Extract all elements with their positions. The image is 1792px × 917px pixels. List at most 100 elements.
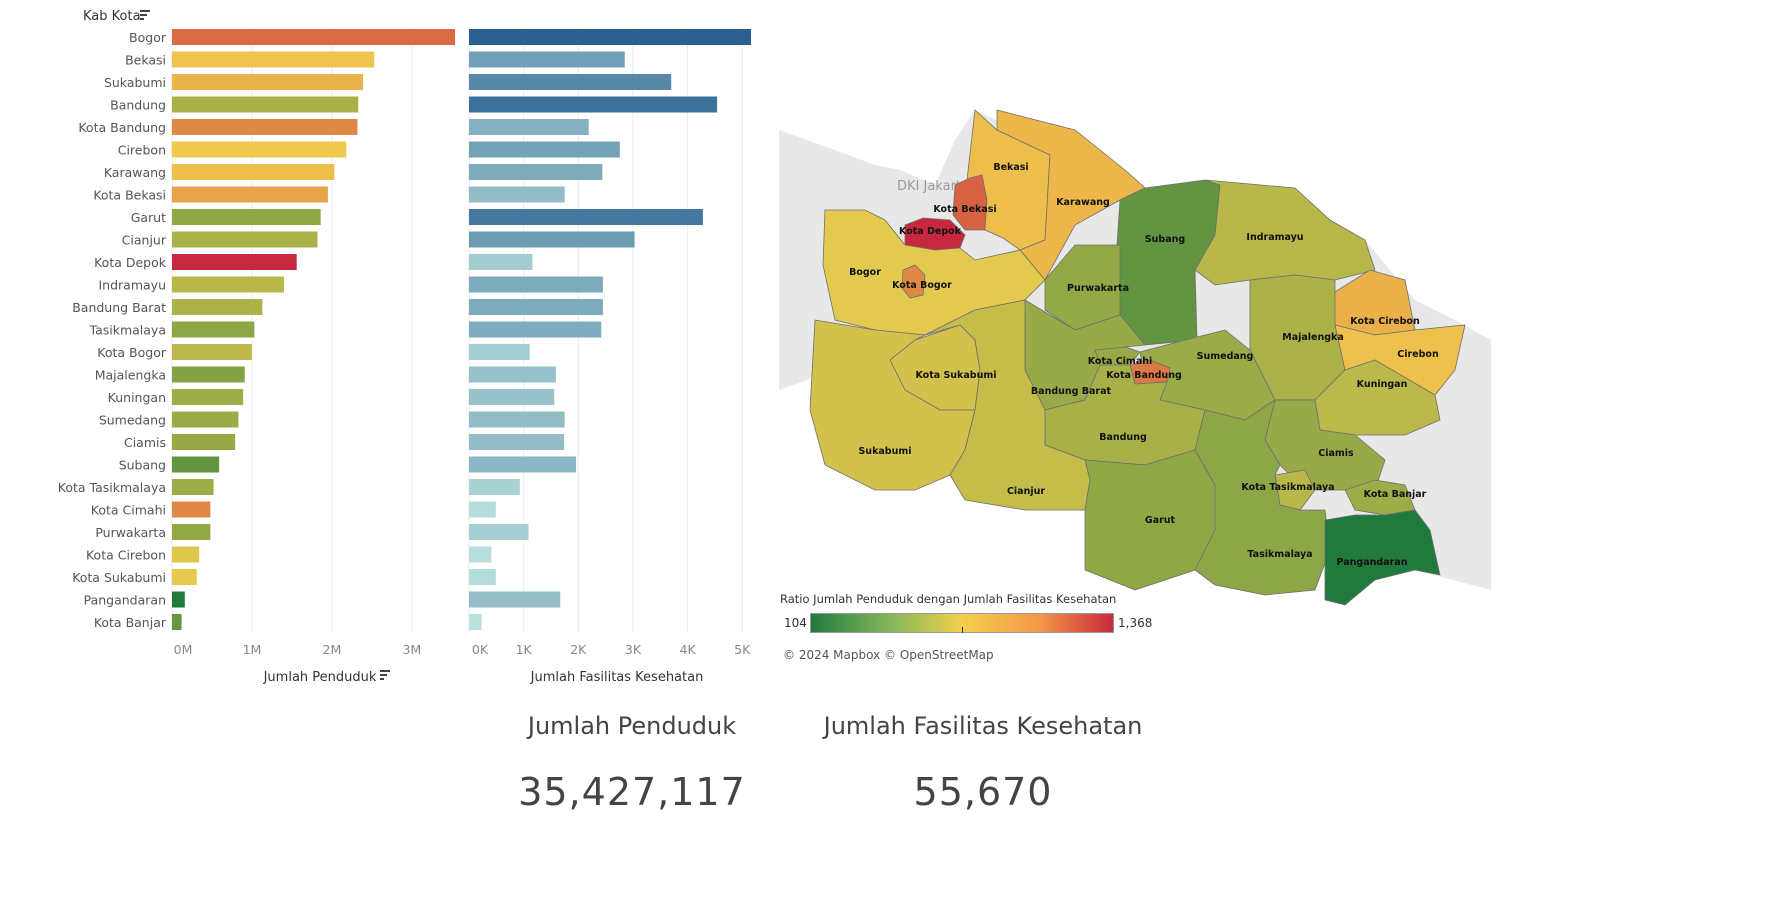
sort-icon[interactable] xyxy=(380,670,390,680)
map-region-kota-bogor[interactable] xyxy=(901,264,926,299)
facility-bar-subang[interactable] xyxy=(469,456,577,473)
facility-bar-bandung[interactable] xyxy=(469,96,718,113)
population-bar-tasikmalaya[interactable] xyxy=(172,321,255,338)
population-bar-kota-cirebon[interactable] xyxy=(172,546,200,563)
population-bar-indramayu[interactable] xyxy=(172,276,284,293)
category-label-kota-cirebon[interactable]: Kota Cirebon xyxy=(86,548,166,563)
population-bar-kota-bandung[interactable] xyxy=(172,119,358,135)
category-label-kota-cimahi[interactable]: Kota Cimahi xyxy=(91,503,166,518)
facility-bar-sukabumi[interactable] xyxy=(469,74,672,90)
facility-bar-sumedang[interactable] xyxy=(469,411,565,428)
population-bar-bandung-barat[interactable] xyxy=(172,299,263,315)
facility-bar-bekasi[interactable] xyxy=(469,51,625,68)
category-label-tasikmalaya[interactable]: Tasikmalaya xyxy=(89,323,166,338)
population-bar-sumedang[interactable] xyxy=(172,411,239,428)
map-region-pangandaran[interactable] xyxy=(1324,509,1441,606)
facility-bar-kota-cimahi[interactable] xyxy=(469,501,496,518)
facility-bar-garut[interactable] xyxy=(469,209,703,225)
population-bar-subang[interactable] xyxy=(172,456,220,473)
population-bar-sukabumi[interactable] xyxy=(172,74,364,90)
category-label-ciamis[interactable]: Ciamis xyxy=(124,435,166,450)
facility-bar-kota-bandung[interactable] xyxy=(469,119,589,135)
category-label-cianjur[interactable]: Cianjur xyxy=(122,233,167,248)
category-label-indramayu[interactable]: Indramayu xyxy=(99,278,167,293)
map-region-tasikmalaya[interactable] xyxy=(1194,399,1331,596)
category-label-bandung[interactable]: Bandung xyxy=(110,98,166,113)
population-axis-title[interactable]: Jumlah Penduduk xyxy=(263,670,377,685)
category-label-kota-depok[interactable]: Kota Depok xyxy=(94,255,167,270)
category-label-kota-sukabumi[interactable]: Kota Sukabumi xyxy=(72,570,166,585)
dimension-header[interactable]: Kab Kota xyxy=(83,9,141,24)
facility-bar-kota-cirebon[interactable] xyxy=(469,546,492,563)
population-bar-purwakarta[interactable] xyxy=(172,524,211,540)
population-bar-garut[interactable] xyxy=(172,209,321,225)
facility-bar-ciamis[interactable] xyxy=(469,434,565,450)
facility-bar-purwakarta[interactable] xyxy=(469,524,529,540)
facility-bar-karawang[interactable] xyxy=(469,164,603,180)
population-bar-kota-bekasi[interactable] xyxy=(172,186,328,203)
facility-bar-cianjur[interactable] xyxy=(469,231,635,248)
facility-bar-pangandaran[interactable] xyxy=(469,591,561,608)
facility-bar-majalengka[interactable] xyxy=(469,366,556,383)
category-label-kota-tasikmalaya[interactable]: Kota Tasikmalaya xyxy=(58,480,166,495)
category-label-kota-bekasi[interactable]: Kota Bekasi xyxy=(93,188,166,203)
category-label-bogor[interactable]: Bogor xyxy=(129,30,167,45)
population-bar-majalengka[interactable] xyxy=(172,366,245,383)
population-bar-kota-sukabumi[interactable] xyxy=(172,569,197,585)
facility-bar-indramayu[interactable] xyxy=(469,276,603,293)
population-bar-kota-depok[interactable] xyxy=(172,254,297,270)
category-label-kota-banjar[interactable]: Kota Banjar xyxy=(94,615,167,630)
facility-bar-cirebon[interactable] xyxy=(469,141,620,158)
population-bar-cianjur[interactable] xyxy=(172,231,318,248)
map-region-karawang[interactable] xyxy=(996,109,1146,281)
population-bar-kuningan[interactable] xyxy=(172,389,244,405)
category-label-bandung-barat[interactable]: Bandung Barat xyxy=(72,300,166,315)
category-label-subang[interactable]: Subang xyxy=(119,458,166,473)
sort-icon[interactable] xyxy=(140,10,150,20)
category-label-sumedang[interactable]: Sumedang xyxy=(99,413,166,428)
category-label-kota-bogor[interactable]: Kota Bogor xyxy=(97,345,167,360)
category-label-purwakarta[interactable]: Purwakarta xyxy=(95,525,166,540)
facility-bar-kota-depok[interactable] xyxy=(469,254,533,270)
population-tick-label: 2M xyxy=(323,642,342,657)
population-bar-kota-banjar[interactable] xyxy=(172,614,182,630)
facility-bar-bogor[interactable] xyxy=(469,29,751,45)
facility-bar-tasikmalaya[interactable] xyxy=(469,321,602,338)
map-label-bandung: Bandung xyxy=(1099,432,1147,443)
facility-bar-kota-bekasi[interactable] xyxy=(469,186,565,203)
category-label-sukabumi[interactable]: Sukabumi xyxy=(104,75,166,90)
map-region-cianjur[interactable] xyxy=(924,299,1091,511)
facility-bar-kota-tasikmalaya[interactable] xyxy=(469,479,520,495)
facility-bar-kota-sukabumi[interactable] xyxy=(469,569,496,585)
map-region-kota-bekasi[interactable] xyxy=(952,174,988,231)
population-bar-cirebon[interactable] xyxy=(172,141,347,158)
population-bar-kota-tasikmalaya[interactable] xyxy=(172,479,214,495)
population-bar-bandung[interactable] xyxy=(172,96,359,113)
map-label-cianjur: Cianjur xyxy=(1007,486,1045,497)
population-bar-pangandaran[interactable] xyxy=(172,591,185,608)
population-bar-bogor[interactable] xyxy=(172,29,455,45)
map-region-bogor[interactable] xyxy=(822,209,1046,336)
choropleth-map[interactable]: DKI Jakarta Bekasi Karawang Kota Bekasi Kot… xyxy=(775,70,1495,630)
category-label-karawang[interactable]: Karawang xyxy=(104,165,166,180)
facility-bar-kuningan[interactable] xyxy=(469,389,555,405)
population-bar-karawang[interactable] xyxy=(172,164,335,180)
population-bar-kota-cimahi[interactable] xyxy=(172,501,211,518)
category-label-majalengka[interactable]: Majalengka xyxy=(95,368,166,383)
facility-bar-kota-banjar[interactable] xyxy=(469,614,482,630)
population-bar-ciamis[interactable] xyxy=(172,434,236,450)
population-bar-kota-bogor[interactable] xyxy=(172,344,252,360)
category-label-pangandaran[interactable]: Pangandaran xyxy=(84,593,166,608)
facility-bar-bandung-barat[interactable] xyxy=(469,299,603,315)
category-label-bekasi[interactable]: Bekasi xyxy=(125,53,166,68)
facility-bar-kota-bogor[interactable] xyxy=(469,344,530,360)
category-label-cirebon[interactable]: Cirebon xyxy=(118,143,166,158)
population-bar-bekasi[interactable] xyxy=(172,51,375,68)
kpi-population-value: 35,427,117 xyxy=(518,770,746,814)
category-label-kuningan[interactable]: Kuningan xyxy=(108,390,166,405)
category-label-kota-bandung[interactable]: Kota Bandung xyxy=(78,120,166,135)
category-label-garut[interactable]: Garut xyxy=(131,210,166,225)
map-attribution[interactable]: © 2024 Mapbox © OpenStreetMap xyxy=(783,648,994,662)
map-regions[interactable] xyxy=(809,109,1466,606)
